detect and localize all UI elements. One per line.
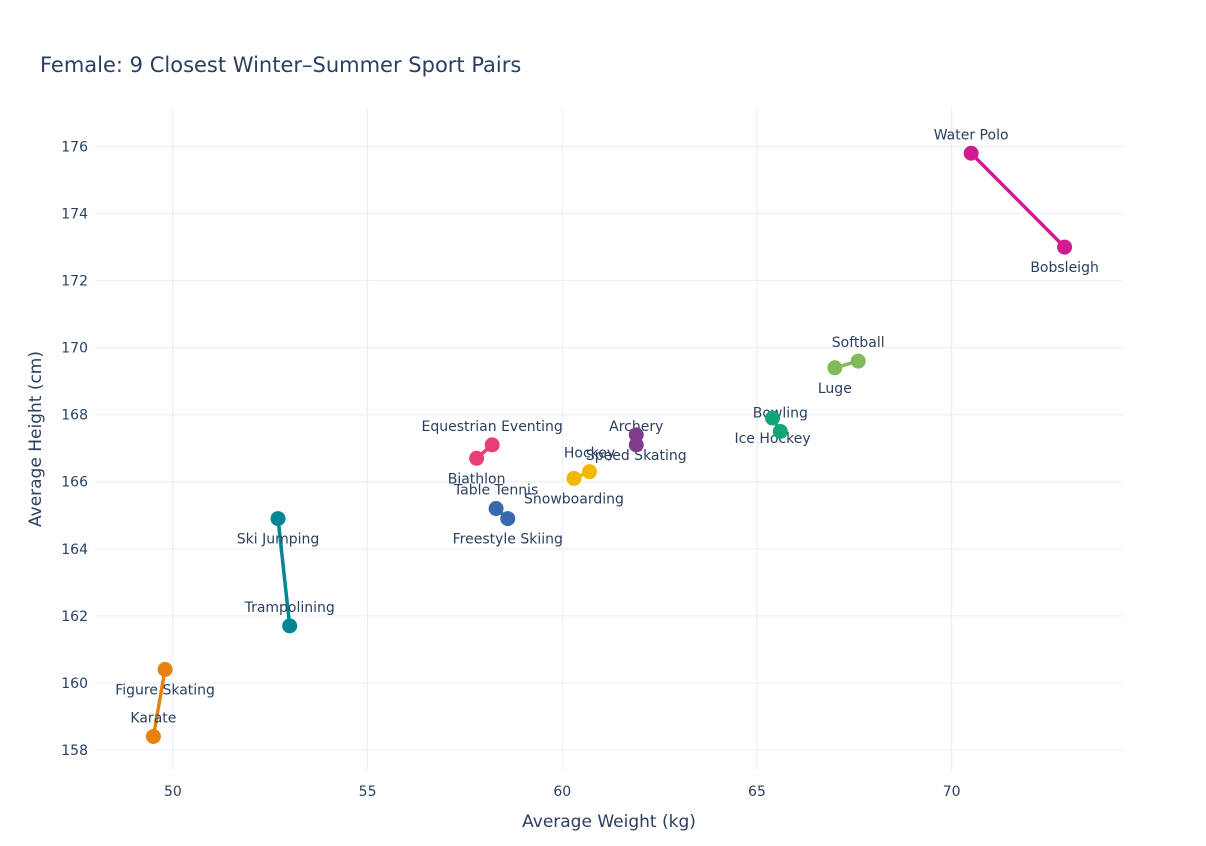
x-axis-title: Average Weight (kg) — [522, 812, 696, 832]
data-point[interactable] — [484, 437, 500, 453]
sport-label: Water Polo — [934, 127, 1009, 143]
x-tick-label: 50 — [164, 784, 182, 800]
data-point[interactable] — [628, 427, 644, 443]
sport-label: Ice Hockey — [734, 431, 810, 447]
data-point[interactable] — [850, 353, 866, 369]
sport-label: Softball — [832, 335, 885, 351]
y-tick-label: 176 — [61, 140, 88, 156]
x-tick-label: 60 — [553, 784, 571, 800]
pair-line — [276, 518, 292, 627]
sport-label: Hockey — [564, 446, 615, 462]
sport-label: Ski Jumping — [237, 532, 320, 548]
data-point[interactable] — [500, 511, 516, 527]
pair-line — [151, 669, 167, 737]
data-point[interactable] — [488, 501, 504, 517]
x-tick-label: 65 — [748, 784, 766, 800]
sport-label: Bowling — [753, 405, 808, 421]
data-point[interactable] — [1057, 239, 1073, 255]
sport-label: Equestrian Eventing — [422, 419, 563, 435]
data-point[interactable] — [772, 423, 788, 439]
pair-line — [969, 152, 1066, 249]
sport-label: Bobsleigh — [1030, 260, 1099, 276]
y-tick-label: 168 — [61, 408, 88, 424]
sport-label: Trampolining — [244, 600, 335, 616]
data-point[interactable] — [145, 728, 161, 744]
x-tick-label: 55 — [359, 784, 377, 800]
y-tick-label: 158 — [61, 743, 88, 759]
data-point[interactable] — [963, 145, 979, 161]
x-tick-label: 70 — [943, 784, 961, 800]
y-tick-label: 164 — [61, 542, 88, 558]
sport-label: Snowboarding — [524, 491, 624, 507]
data-point[interactable] — [566, 470, 582, 486]
sport-label: Speed Skating — [586, 448, 687, 464]
y-tick-label: 172 — [61, 274, 88, 290]
sport-label: Figure Skating — [115, 682, 215, 698]
data-point[interactable] — [582, 464, 598, 480]
y-tick-label: 166 — [61, 475, 88, 491]
data-point[interactable] — [765, 410, 781, 426]
sport-label: Freestyle Skiing — [453, 532, 563, 548]
data-point[interactable] — [282, 618, 298, 634]
chart-title: Female: 9 Closest Winter–Summer Sport Pa… — [40, 53, 522, 77]
sport-label: Karate — [130, 710, 176, 726]
data-point[interactable] — [270, 511, 286, 527]
sport-label: Luge — [818, 381, 852, 397]
y-axis-title: Average Height (cm) — [26, 351, 46, 527]
sport-label: Table Tennis — [453, 483, 538, 499]
y-tick-label: 170 — [61, 341, 88, 357]
y-tick-label: 162 — [61, 609, 88, 625]
data-point[interactable] — [157, 661, 173, 677]
y-tick-label: 160 — [61, 676, 88, 692]
data-point[interactable] — [469, 450, 485, 466]
y-tick-label: 174 — [61, 207, 88, 223]
sport-label: Biathlon — [448, 471, 506, 487]
sport-label: Archery — [609, 419, 663, 435]
data-point[interactable] — [827, 360, 843, 376]
